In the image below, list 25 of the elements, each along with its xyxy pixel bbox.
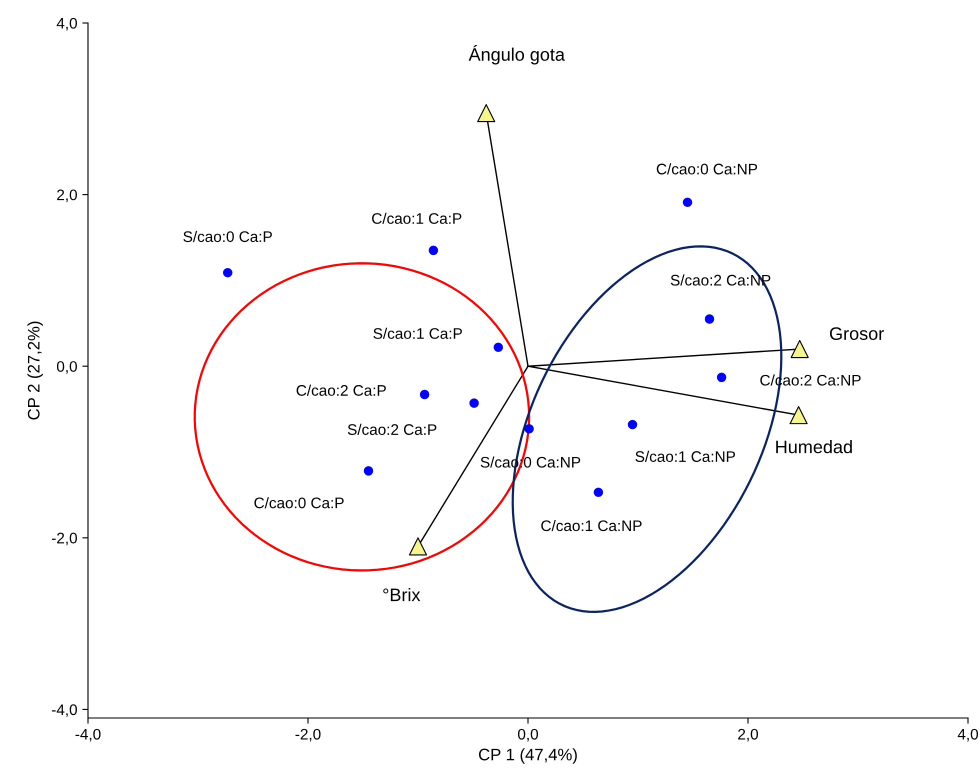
- annotation: S/cao:1 Ca:P: [373, 328, 462, 339]
- annotation: S/cao:1 Ca:NP: [635, 450, 735, 462]
- annotation: C/cao:0 Ca:P: [254, 497, 344, 508]
- annotation: Ángulo gota: [468, 45, 565, 64]
- x-tick-label: -2,0: [296, 728, 321, 742]
- annotation: C/cao:2 Ca:P: [296, 384, 386, 396]
- annotation: C/cao:0 Ca:NP: [656, 163, 758, 174]
- x-tick-label: 0,0: [518, 728, 538, 742]
- annotation: Humedad: [776, 440, 852, 454]
- annotation: C/cao:1 Ca:NP: [541, 520, 642, 532]
- y-tick-label: 2,0: [57, 189, 77, 202]
- annotation: S/cao:0 Ca:P: [183, 230, 272, 242]
- annotation: °Brix: [383, 588, 420, 602]
- x-tick-label: 4,0: [958, 728, 978, 742]
- x-tick-label: -4,0: [76, 728, 101, 742]
- y-tick-label: -2,0: [52, 532, 77, 546]
- y-axis-title: CP 2 (27,2%): [27, 322, 43, 420]
- annotation: S/cao:2 Ca:P: [348, 424, 436, 435]
- annotation: C/cao:1 Ca:P: [372, 212, 462, 224]
- x-tick-label: 2,0: [738, 728, 758, 742]
- y-tick-label: 4,0: [56, 18, 77, 30]
- y-tick-label: 0,0: [56, 361, 77, 374]
- annotation: Grosor: [830, 327, 884, 340]
- x-axis-title: CP 1 (47,4%): [478, 748, 577, 764]
- y-tick-label: -4,0: [52, 704, 77, 717]
